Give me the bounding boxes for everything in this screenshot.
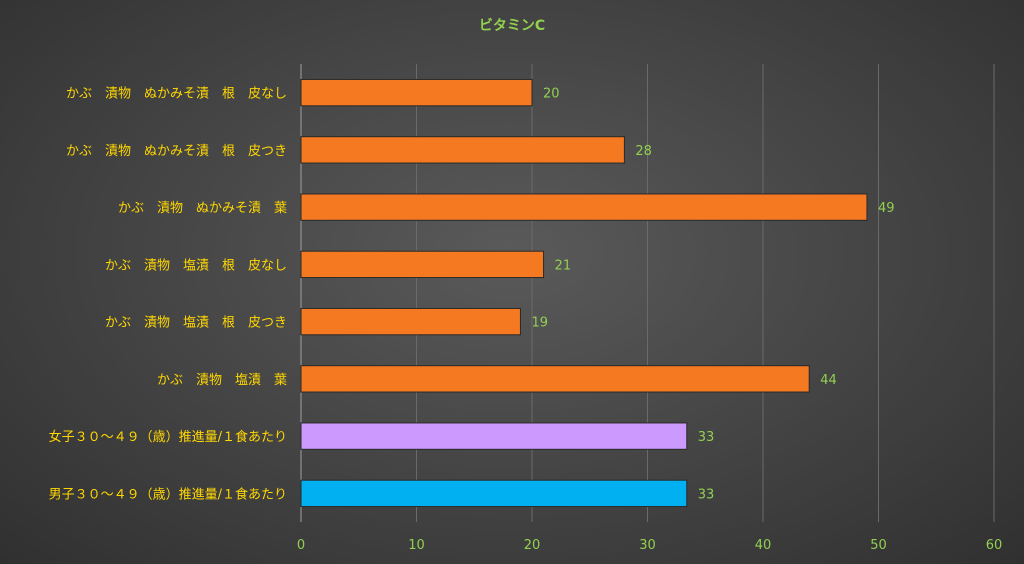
category-label: かぶ 漬物 塩漬 葉 (157, 373, 287, 388)
x-tick-label: 50 (870, 538, 887, 553)
x-axis-ticks: 0 10 20 30 40 50 60 (297, 538, 1002, 553)
gridlines (300, 64, 995, 522)
x-tick-label: 60 (986, 538, 1003, 553)
category-label: かぶ 漬物 ぬかみそ漬 根 皮つき (66, 144, 287, 159)
bars (300, 78, 868, 508)
data-label: 33 (698, 487, 715, 502)
data-label: 19 (531, 316, 548, 331)
bar (300, 136, 625, 164)
bar (300, 422, 688, 450)
x-tick-label: 40 (755, 538, 772, 553)
category-label: 女子３０～４９（歳）推進量/１食あたり (49, 429, 287, 445)
x-tick-label: 0 (297, 538, 305, 553)
data-label: 33 (698, 430, 715, 445)
bar (300, 307, 521, 336)
bar (300, 479, 688, 508)
x-tick-label: 30 (639, 538, 656, 553)
data-label: 21 (555, 258, 572, 273)
category-label: 男子３０～４９（歳）推進量/１食あたり (49, 486, 287, 502)
data-label: 44 (820, 373, 837, 388)
category-label: かぶ 漬物 ぬかみそ漬 葉 (118, 201, 287, 216)
x-tick-label: 20 (524, 538, 541, 553)
category-label: かぶ 漬物 塩漬 根 皮なし (105, 258, 287, 273)
category-label: かぶ 漬物 ぬかみそ漬 根 皮なし (66, 87, 287, 102)
bar (300, 78, 533, 107)
data-label: 49 (878, 201, 895, 216)
data-label: 20 (543, 87, 560, 102)
bar (300, 250, 545, 279)
data-labels: 20 28 49 21 19 44 33 33 (531, 87, 894, 503)
chart-title: ビタミンC (479, 18, 545, 34)
x-tick-label: 10 (408, 538, 425, 553)
bar (300, 365, 810, 393)
data-label: 28 (635, 144, 652, 159)
bar (300, 193, 868, 221)
category-label: かぶ 漬物 塩漬 根 皮つき (105, 316, 287, 331)
